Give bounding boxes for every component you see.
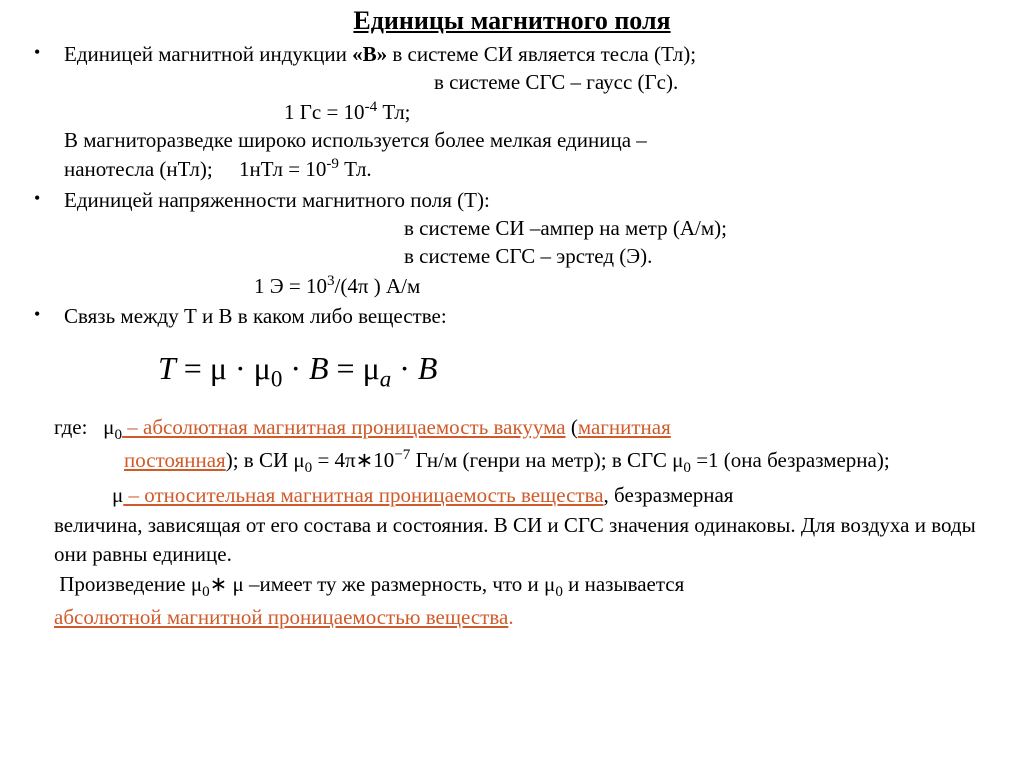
pm-rest-start: , безразмерная [604,483,734,507]
pw-sid: =1 (она безразмерна); [691,448,890,472]
b1-l5a: нанотесла (нТл); 1нТл = 10 [64,157,326,181]
f-suba: a [380,366,392,392]
b1-l3b: Тл; [377,100,410,124]
f-mu: μ [210,350,227,386]
b2-l4b: /(4π ) А/м [335,274,421,298]
b1-line4: В магниторазведке широко используется бо… [64,126,996,154]
f-B1: B [309,350,329,386]
b2-l4a: 1 Э = 10 [254,274,327,298]
pw-sib: = 4π∗10 [312,448,394,472]
b1-l3a: 1 Гс = 10 [284,100,365,124]
f-dot1: · [227,350,254,386]
para-mu: μ – относительная магнитная проницаемост… [28,481,996,509]
bullet-marker: • [28,186,64,300]
f-sub0: 0 [271,366,283,392]
pm-mu: μ [112,483,123,507]
formula: T = μ · μ0 · B = μa · B [28,332,996,410]
pw-cont: постоянная); в СИ μ 0 = 4π∗10−7 Гн/м (ген… [54,445,996,479]
pw-mu0: μ [103,415,114,439]
b1-l3exp: -4 [365,99,378,115]
bullet-marker: • [28,302,64,330]
pw-const2: постоянная [124,448,226,472]
pw-siexp: −7 [394,447,410,463]
bullet-3: • Связь между Т и В в каком либо веществ… [28,302,996,330]
b1-line3: 1 Гс = 10-4 Тл; [64,97,996,126]
pp-term: абсолютной магнитной проницаемостью веще… [54,605,508,629]
b1-text-a: Единицей магнитной индукции [64,42,352,66]
b2-line4: 1 Э = 103/(4π ) А/м [64,271,996,300]
pw-sisub2: 0 [683,461,691,477]
bullet-1: • Единицей магнитной индукции «В» в сист… [28,40,996,184]
bullet-marker: • [28,40,64,184]
pw-mu0-text: – абсолютная магнитная проницаемость вак… [122,415,566,439]
pw-sic: Гн/м (генри на метр); в СГС μ [410,448,683,472]
pw-sia: в СИ μ [239,448,305,472]
page-title: Единицы магнитного поля [28,6,996,36]
pp-b: ∗ μ –имеет ту же размерность, что и μ [210,572,556,596]
pw-prefix: где: [54,415,103,439]
f-dot2: · [282,350,309,386]
b1-l5exp: -9 [326,156,339,172]
para-mu-cont: величина, зависящая от его состава и сос… [28,511,996,568]
para-where: где: μ0 – абсолютная магнитная проницаем… [28,413,996,479]
b3-line1: Связь между Т и В в каком либо веществе: [64,304,447,328]
b1-line5: нанотесла (нТл); 1нТл = 10-9 Тл. [64,154,996,183]
bullet-3-content: Связь между Т и В в каком либо веществе: [64,302,996,330]
f-mua: μ [363,350,380,386]
b2-line2: в системе СИ –ампер на метр (А/м); [64,214,996,242]
f-B2: B [418,350,438,386]
b2-l4exp: 3 [327,273,335,289]
f-T: T [158,350,176,386]
bullet-2: • Единицей напряженности магнитного поля… [28,186,996,300]
pw-const: магнитная [578,415,671,439]
slide-page: Единицы магнитного поля • Единицей магни… [0,0,1024,641]
pw-mu0sub: 0 [114,427,122,443]
pp-dot: . [508,605,513,629]
pm-text: – относительная магнитная проницаемость … [123,483,603,507]
b2-line3: в системе СГС – эрстед (Э). [64,242,996,270]
pp-sub0b: 0 [555,584,563,600]
b1-text-c: в системе СИ является тесла (Тл); [387,42,696,66]
pp-c: и называется [563,572,684,596]
pp-a: Произведение μ [59,572,202,596]
f-eq1: = [176,350,210,386]
f-dot3: · [391,350,418,386]
pp-sub0: 0 [202,584,210,600]
f-mu0: μ [254,350,271,386]
b1-l5b: Тл. [339,157,372,181]
b1-bold: «В» [352,42,387,66]
para-prod: Произведение μ0∗ μ –имеет ту же размерно… [28,570,996,631]
pw-close: ); [226,448,239,472]
b1-line2: в системе СГС – гаусс (Гс). [64,68,996,96]
bullet-1-content: Единицей магнитной индукции «В» в систем… [64,40,996,184]
b2-line1: Единицей напряженности магнитного поля (… [64,188,490,212]
pw-open: ( [566,415,578,439]
bullet-2-content: Единицей напряженности магнитного поля (… [64,186,996,300]
f-eq2: = [329,350,363,386]
